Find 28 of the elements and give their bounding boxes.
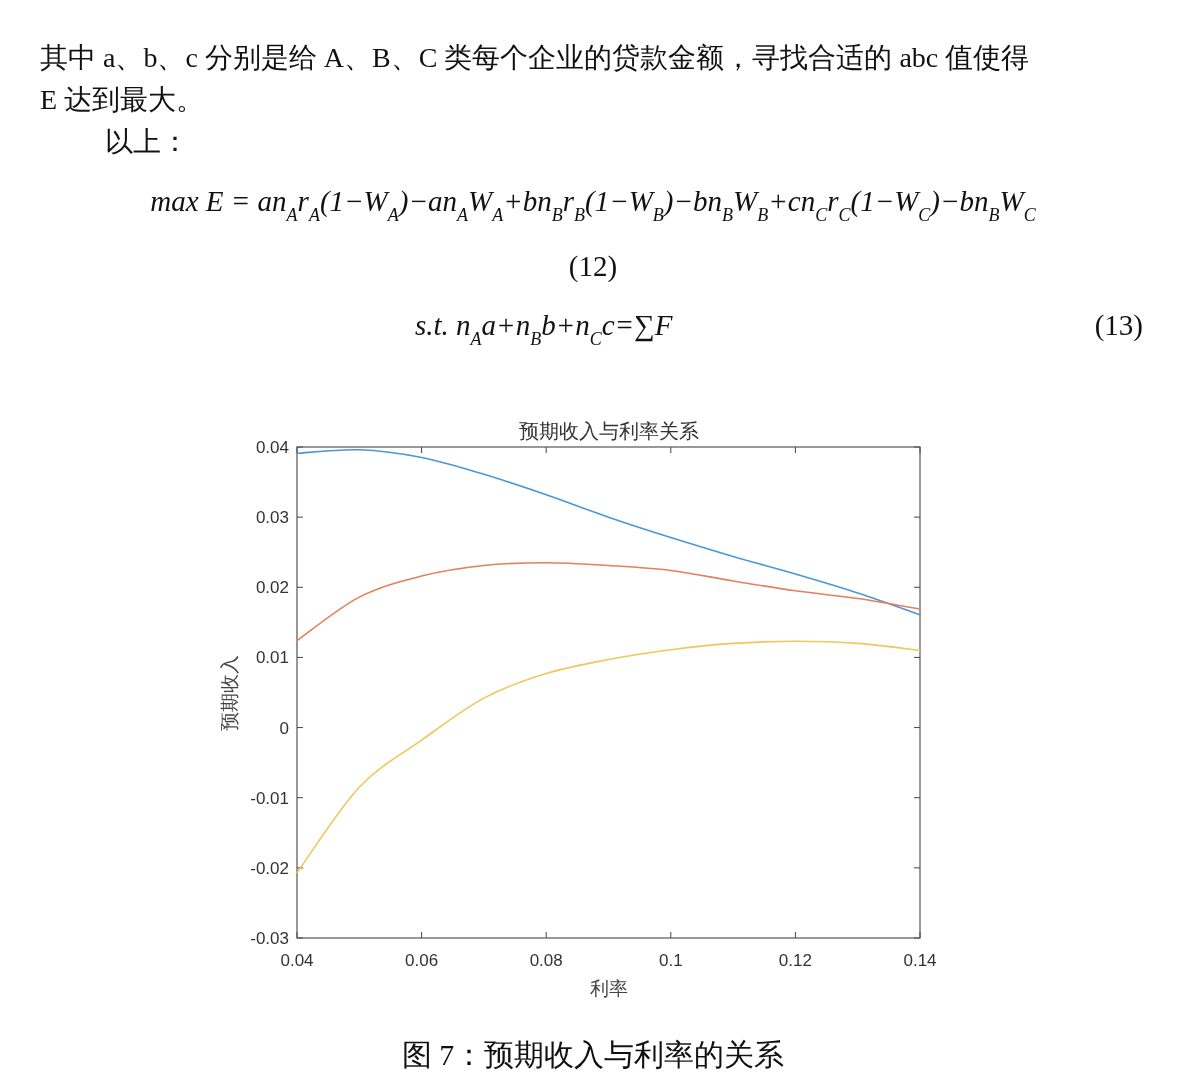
y-tick-label: -0.02 [250, 858, 289, 878]
text: E 达到最大。 [40, 84, 205, 115]
x-tick-label: 0.06 [405, 951, 439, 970]
y-tick-label: 0 [279, 718, 289, 738]
y-tick-label: -0.01 [250, 788, 289, 808]
text: (13) [1094, 309, 1143, 342]
text: 其中 a、b、c 分别是给 A、B、C 类每个企业的贷款金额，寻找合适的 abc 值使得 [40, 42, 1030, 73]
x-axis-title: 利率 [589, 978, 628, 999]
text: 以上： [105, 126, 189, 157]
text: s.t. n$_{A}$a+n$_{B}$b+n$_{C}$c=∑F [415, 309, 673, 349]
y-axis-title: 预期收入 [219, 654, 240, 731]
x-tick-label: 0.1 [658, 951, 683, 970]
text: (12) [568, 250, 618, 283]
chart-title: 预期收入与利率关系 [518, 420, 699, 442]
y-tick-label: -0.03 [250, 929, 289, 948]
y-tick-label: 0.02 [255, 578, 289, 598]
caption: 图 7：预期收入与利率的关系 [401, 1038, 785, 1071]
line-series [296, 640, 921, 874]
x-tick-label: 0.08 [529, 951, 563, 970]
line-series [296, 561, 921, 642]
x-tick-label: 0.14 [903, 951, 937, 970]
line-series [296, 448, 921, 616]
y-tick-label: 0.03 [255, 508, 289, 528]
text: max E = an$_{A}$r$_{A}$(1−W$_{A}$)−an$_{A}$W$_{A}$+bn$_{B}$r$_{B}$(1−W$_{B}$)−bn$_{B}$W$_{B}$+cn$_{C}$r$_{C}$(1−W$_{C}$)−bn$_{B}$W$_{C}$ [150, 185, 1036, 225]
x-tick-label: 0.04 [280, 951, 314, 970]
x-tick-label: 0.12 [778, 951, 812, 970]
y-tick-label: 0.01 [255, 648, 289, 668]
y-tick-label: 0.04 [255, 438, 289, 457]
